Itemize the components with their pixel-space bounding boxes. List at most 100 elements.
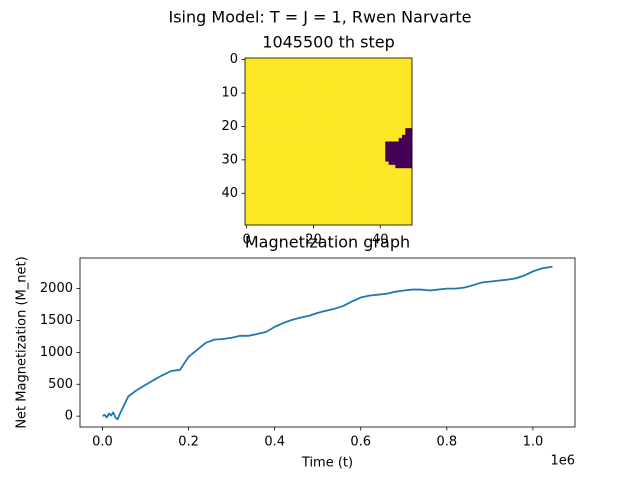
cell: [388, 104, 393, 109]
cell: [308, 138, 313, 142]
cell: [251, 198, 256, 202]
cell: [271, 128, 276, 132]
cell: [295, 128, 299, 132]
cell: [341, 218, 346, 222]
cell: [255, 101, 259, 106]
cell: [405, 141, 409, 146]
cell: [245, 194, 249, 199]
cell: [315, 81, 319, 86]
cell: [271, 134, 276, 139]
cell: [345, 164, 349, 169]
cell: [371, 78, 376, 82]
cell: [255, 201, 259, 206]
cell: [271, 204, 276, 209]
cell: [345, 64, 349, 69]
cell: [408, 194, 413, 199]
cell: [261, 111, 266, 116]
cell: [268, 58, 273, 62]
cell: [345, 58, 349, 62]
cell: [261, 221, 266, 226]
cell: [248, 144, 252, 149]
cell: [291, 111, 296, 116]
cell: [308, 61, 313, 65]
cell: [395, 74, 399, 79]
cell: [305, 64, 309, 69]
cell: [358, 201, 363, 206]
cell: [331, 178, 336, 182]
cell: [388, 91, 393, 96]
cell: [311, 134, 316, 139]
cell: [318, 211, 323, 216]
cell: [391, 64, 396, 69]
cell: [378, 161, 383, 166]
cell: [408, 68, 413, 72]
cell: [335, 218, 339, 222]
cell: [301, 208, 306, 212]
cell: [255, 148, 259, 152]
cell: [361, 98, 366, 102]
cell: [278, 104, 283, 109]
cell: [311, 58, 316, 62]
cell: [335, 191, 339, 196]
cell: [405, 121, 409, 126]
cell: [255, 141, 259, 146]
cell: [328, 214, 333, 219]
cell: [391, 178, 396, 182]
cell: [365, 84, 369, 89]
cell: [318, 168, 323, 172]
cell: [258, 141, 262, 146]
cell: [258, 88, 262, 92]
cell: [261, 108, 266, 112]
cell: [391, 118, 396, 122]
cell: [261, 214, 266, 219]
cell: [375, 161, 379, 166]
cell: [288, 64, 293, 69]
cell: [345, 148, 349, 152]
cell: [275, 211, 279, 216]
cell: [358, 144, 363, 149]
cell: [375, 128, 379, 132]
cell: [381, 161, 386, 166]
cell: [355, 188, 359, 192]
cell: [268, 204, 273, 209]
cell: [408, 131, 413, 136]
cell: [351, 98, 356, 102]
cell: [328, 88, 333, 92]
cell: [281, 64, 286, 69]
cell: [281, 174, 286, 179]
cell: [301, 198, 306, 202]
cell: [271, 211, 276, 216]
cell: [375, 61, 379, 65]
cell: [345, 201, 349, 206]
cell: [385, 201, 389, 206]
cell: [405, 88, 409, 92]
cell: [325, 104, 329, 109]
cell: [295, 121, 299, 126]
cell: [378, 201, 383, 206]
cell: [365, 148, 369, 152]
cell: [278, 71, 283, 75]
cell: [298, 114, 303, 119]
cell: [348, 211, 353, 216]
cell: [365, 158, 369, 162]
cell: [341, 158, 346, 162]
cell: [278, 178, 283, 182]
cell: [338, 204, 343, 209]
cell: [271, 74, 276, 79]
cell: [251, 211, 256, 216]
cell: [395, 64, 399, 69]
cell: [301, 94, 306, 99]
cell: [255, 208, 259, 212]
cell: [391, 198, 396, 202]
cell: [368, 118, 373, 122]
cell: [405, 178, 409, 182]
cell: [365, 128, 369, 132]
cell: [398, 181, 403, 186]
cell: [338, 214, 343, 219]
cell: [401, 164, 406, 169]
cell: [308, 108, 313, 112]
cell: [328, 134, 333, 139]
cell: [401, 168, 406, 172]
cell: [328, 78, 333, 82]
cell: [341, 171, 346, 176]
